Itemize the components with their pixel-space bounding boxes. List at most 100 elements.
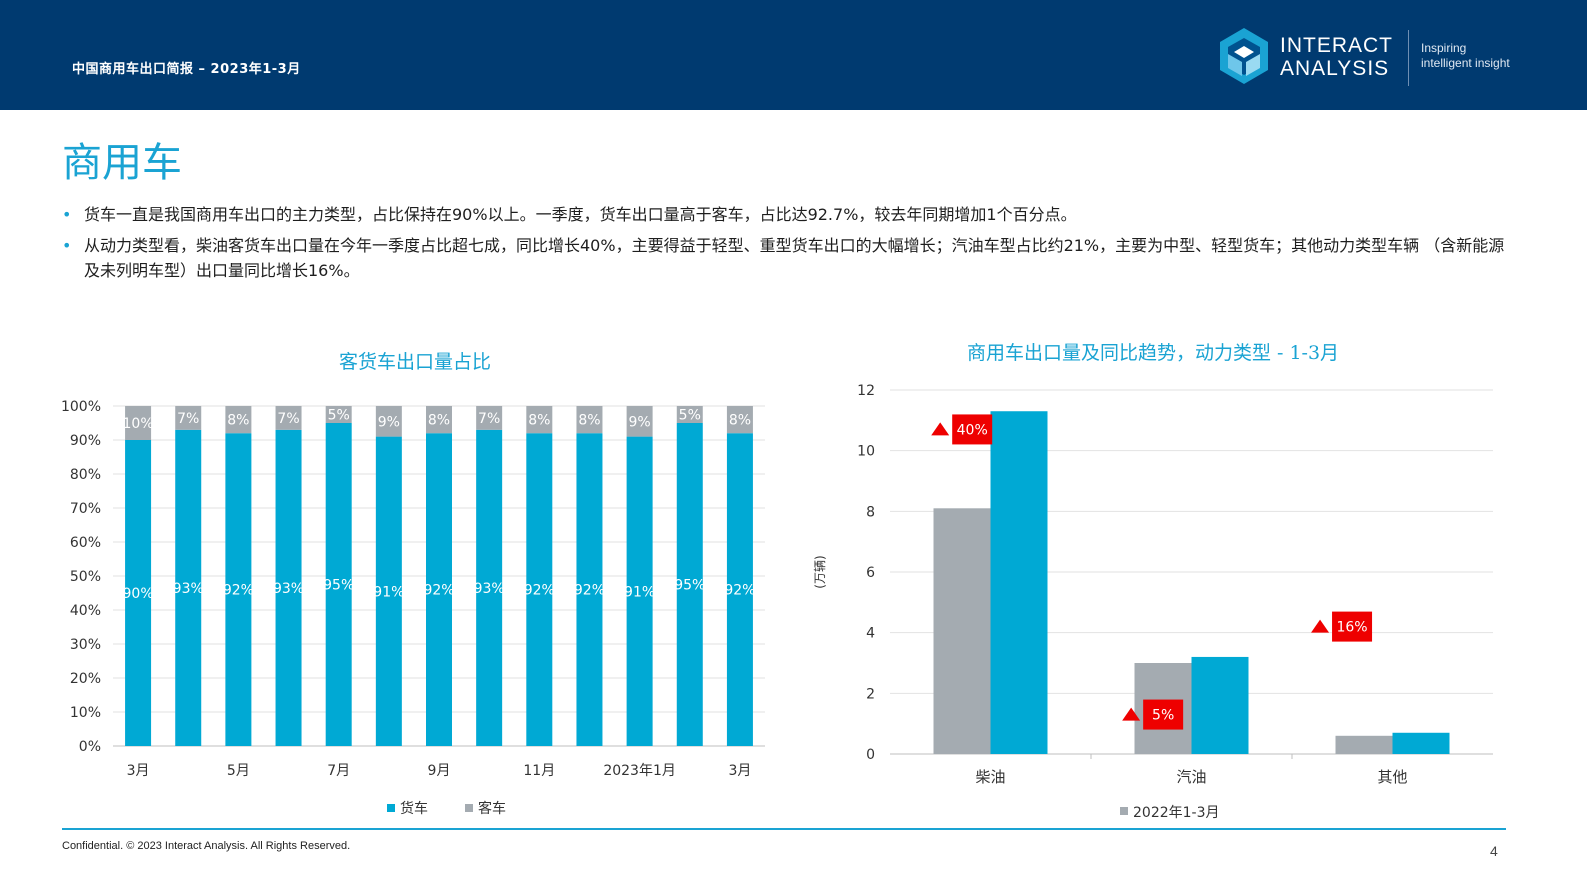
y-tick-label: 12 — [857, 383, 875, 399]
y-tick-label: 50% — [70, 569, 101, 585]
x-tick-label: 9月 — [428, 763, 451, 779]
chart-title: 商用车出口量及同比趋势，动力类型 - 1-3月 — [967, 342, 1339, 364]
x-tick-label: 2023年1月 — [603, 763, 676, 779]
bar-truck — [175, 429, 202, 746]
y-tick-label: 30% — [70, 637, 101, 653]
header-bar: 中国商用车出口简报 – 2023年1-3月 INTERACT ANALYSIS … — [0, 0, 1587, 110]
legend-label: 客车 — [478, 800, 506, 817]
y-tick-label: 100% — [61, 399, 101, 415]
data-label-truck: 93% — [273, 581, 304, 597]
data-label-bus: 7% — [177, 411, 199, 427]
bar-truck — [526, 433, 553, 746]
data-label-bus: 5% — [328, 408, 350, 424]
bar-bus — [526, 406, 553, 434]
data-label-bus: 7% — [478, 411, 500, 427]
logo-tagline: Inspiring intelligent insight — [1421, 41, 1510, 71]
bar-bus — [225, 406, 252, 434]
growth-label: 5% — [1152, 708, 1174, 724]
y-tick-label: 4 — [866, 626, 875, 642]
bar-prior-year — [1335, 735, 1393, 754]
bar-current-year — [1191, 656, 1249, 754]
bar-bus — [426, 406, 452, 434]
bar-truck — [325, 423, 352, 746]
growth-up-arrow-icon — [1122, 707, 1141, 721]
bar-truck — [726, 433, 753, 746]
report-title: 中国商用车出口简报 – 2023年1-3月 — [72, 62, 301, 77]
growth-label: 16% — [1336, 620, 1367, 636]
logo-divider — [1408, 30, 1409, 86]
data-label-truck: 91% — [373, 584, 404, 600]
tagline-line-2: intelligent insight — [1421, 56, 1510, 70]
data-label-truck: 95% — [674, 578, 705, 594]
bar-truck — [676, 423, 703, 746]
x-tick-label: 3月 — [728, 763, 751, 779]
bar-bus — [676, 406, 703, 423]
y-tick-label: 40% — [70, 603, 101, 619]
data-label-truck: 92% — [524, 583, 555, 599]
logo-cube-icon — [1220, 28, 1268, 84]
data-label-truck: 95% — [323, 578, 354, 594]
bar-bus — [325, 406, 352, 423]
y-tick-label: 10 — [857, 444, 875, 460]
bar-truck — [626, 436, 653, 746]
data-label-truck: 93% — [474, 581, 505, 597]
bar-truck — [476, 429, 503, 746]
y-tick-label: 70% — [70, 501, 101, 517]
growth-badge — [952, 414, 993, 445]
data-label-bus: 8% — [578, 413, 600, 429]
bar-truck — [275, 429, 302, 746]
page-number: 4 — [1490, 843, 1498, 859]
y-tick-label: 60% — [70, 535, 101, 551]
y-tick-label: 10% — [70, 705, 101, 721]
bar-bus — [275, 406, 302, 430]
x-tick-label: 5月 — [227, 763, 250, 779]
y-axis-label: (万辆) — [813, 555, 827, 588]
data-label-truck: 92% — [223, 583, 254, 599]
data-label-bus: 8% — [528, 413, 550, 429]
y-tick-label: 2 — [866, 686, 875, 702]
page-title: 商用车 — [62, 140, 182, 186]
bar-truck — [576, 433, 603, 746]
legend-label: 2022年1-3月 — [1133, 805, 1220, 821]
logo-line-1: INTERACT — [1280, 34, 1393, 57]
logo-wordmark: INTERACT ANALYSIS — [1280, 34, 1393, 80]
interact-analysis-logo: INTERACT ANALYSIS Inspiring intelligent … — [1216, 26, 1536, 88]
bar-bus — [576, 406, 603, 434]
footer-divider — [62, 828, 1506, 830]
y-tick-label: 80% — [70, 467, 101, 483]
growth-up-arrow-icon — [931, 422, 950, 436]
bar-prior-year — [933, 508, 991, 754]
growth-badge — [1143, 699, 1184, 730]
bar-truck — [375, 436, 402, 746]
data-label-truck: 91% — [624, 584, 655, 600]
x-tick-label: 7月 — [327, 763, 350, 779]
bar-bus — [726, 406, 753, 434]
tagline-line-1: Inspiring — [1421, 41, 1467, 55]
bar-bus — [626, 406, 653, 437]
data-label-truck: 92% — [724, 583, 755, 599]
powertrain-bar-chart: 商用车出口量及同比趋势，动力类型 - 1-3月 0 2 4 6 8 10 12 (万辆) 柴油 汽油… — [813, 342, 1493, 821]
footer-copyright: Confidential. © 2023 Interact Analysis. … — [62, 840, 351, 852]
data-label-bus: 8% — [729, 413, 751, 429]
growth-label: 40% — [957, 422, 988, 438]
data-label-bus: 8% — [428, 413, 450, 429]
data-label-bus: 9% — [378, 414, 400, 430]
data-label-bus: 7% — [277, 411, 299, 427]
x-tick-label: 3月 — [127, 763, 150, 779]
data-label-truck: 93% — [173, 581, 204, 597]
logo-line-2: ANALYSIS — [1280, 57, 1390, 80]
share-stacked-bar-chart: 客货车出口量占比 0% 10% 20% 30% 40% 50% 60% 70% 80% 90% 100… — [61, 351, 765, 817]
x-tick-label: 柴油 — [975, 768, 1005, 786]
bar-current-year — [990, 411, 1048, 754]
bullet-item: 从动力类型看，柴油客货车出口量在今年一季度占比超七成，同比增长40%，主要得益于… — [62, 233, 1512, 283]
x-tick-label: 11月 — [523, 763, 555, 779]
bar-truck — [225, 433, 252, 746]
y-tick-label: 0% — [79, 739, 101, 755]
y-tick-label: 90% — [70, 433, 101, 449]
bar-truck — [125, 440, 152, 746]
y-tick-label: 0 — [866, 747, 875, 763]
bar-current-year — [1392, 732, 1450, 754]
bar-bus — [175, 406, 202, 430]
legend-swatch — [465, 804, 473, 812]
bullet-list: 货车一直是我国商用车出口的主力类型，占比保持在90%以上。一季度，货车出口量高于… — [62, 202, 1512, 289]
